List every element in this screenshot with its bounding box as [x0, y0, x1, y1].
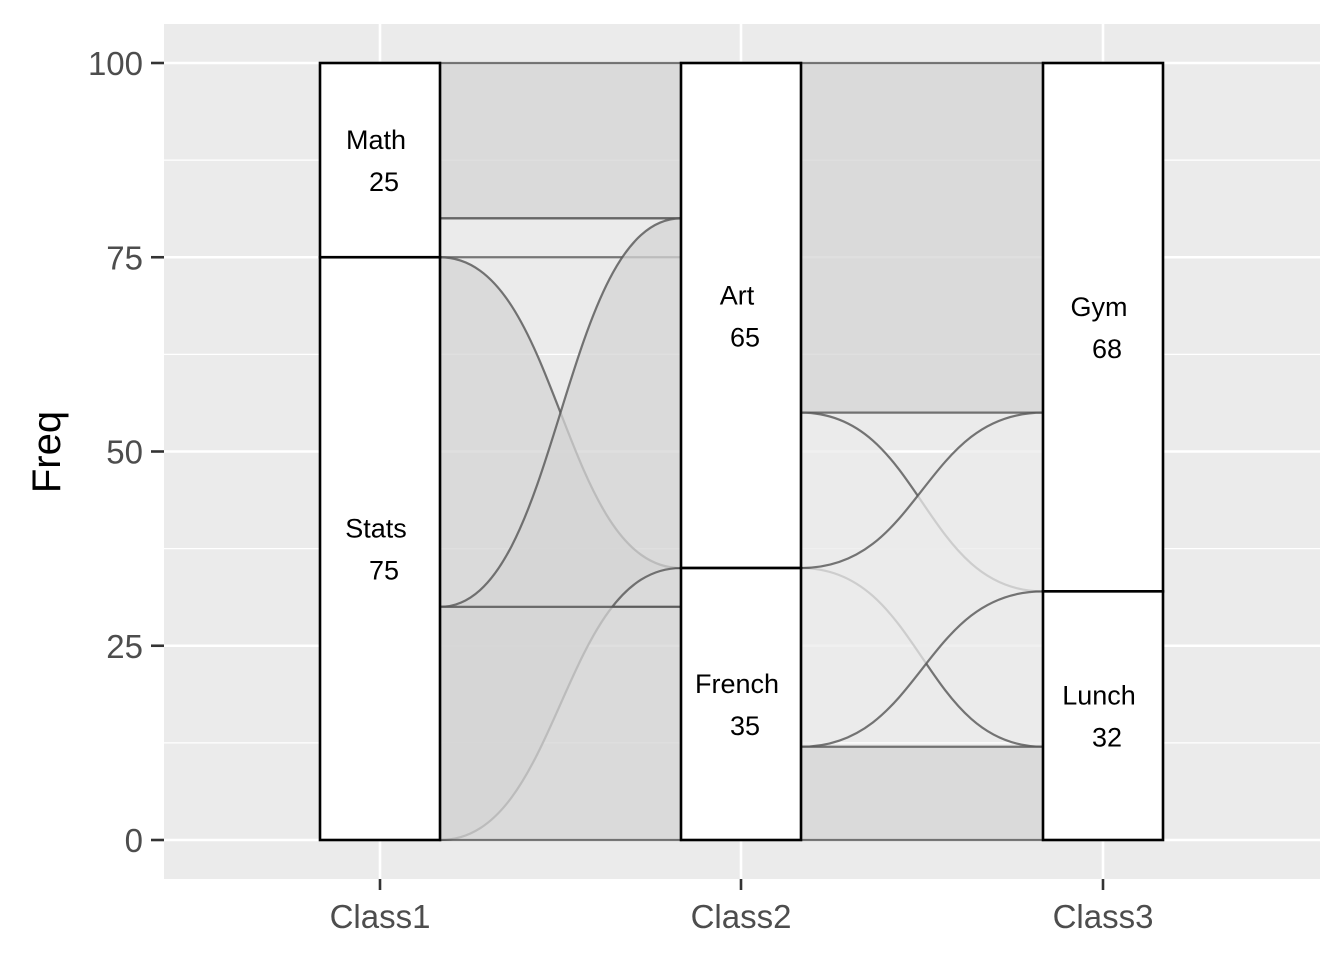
flow-8	[799, 745, 1045, 842]
x-tick-label: Class3	[1053, 898, 1154, 935]
y-axis-title: Freq	[25, 411, 69, 493]
flow-0	[438, 61, 683, 220]
y-tick-label: 25	[106, 628, 143, 665]
stratum-value-label: 32	[1092, 723, 1122, 753]
stratum-math	[318, 61, 442, 259]
stratum-stats	[318, 255, 442, 842]
flow-5	[799, 61, 1045, 414]
y-tick-label: 75	[106, 239, 143, 276]
flow-4	[438, 605, 683, 842]
stratum-value-label: 68	[1092, 334, 1122, 364]
stratum-name-label: Stats	[345, 514, 407, 544]
stratum-name-label: French	[695, 669, 779, 699]
strata: Math 25 Stats 75 Art 65 French 35 Gym 68 Lunch 32	[318, 61, 1165, 842]
stratum-gym	[1041, 61, 1165, 593]
flows	[438, 61, 1045, 842]
y-tick-label: 50	[106, 434, 143, 471]
stratum-value-label: 35	[730, 711, 760, 741]
axes: 0 25 50 75 100 Class1 Class2 Class3	[88, 45, 1154, 935]
stratum-value-label: 25	[369, 167, 399, 197]
stratum-name-label: Lunch	[1062, 681, 1136, 711]
stratum-name-label: Art	[720, 281, 755, 311]
stratum-french	[679, 566, 803, 842]
y-tick-label: 100	[88, 45, 143, 82]
stratum-value-label: 65	[730, 323, 760, 353]
y-tick-label: 0	[125, 822, 143, 859]
x-tick-label: Class2	[691, 898, 792, 935]
stratum-art	[679, 61, 803, 570]
stratum-name-label: Gym	[1071, 292, 1128, 322]
stratum-lunch	[1041, 590, 1165, 842]
stratum-name-label: Math	[346, 125, 406, 155]
stratum-value-label: 75	[369, 556, 399, 586]
x-tick-label: Class1	[330, 898, 431, 935]
